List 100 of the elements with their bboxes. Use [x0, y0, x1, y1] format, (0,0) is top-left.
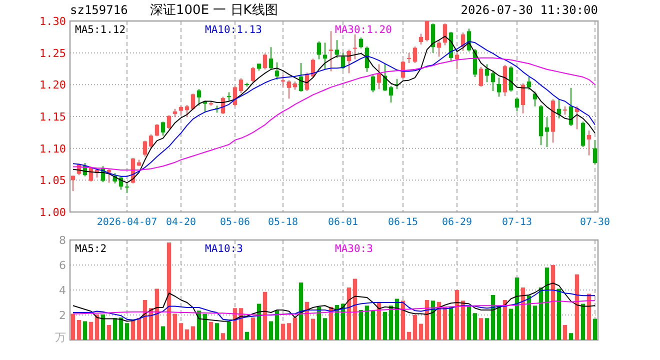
candlestick — [358, 37, 364, 49]
bar — [166, 242, 172, 340]
bar — [274, 310, 280, 340]
candlestick — [430, 23, 436, 54]
bar — [292, 318, 298, 340]
bar — [70, 314, 76, 340]
bar — [550, 265, 556, 340]
candlestick — [268, 46, 274, 70]
candlestick — [418, 33, 424, 46]
bar — [286, 323, 292, 340]
bar — [526, 296, 532, 340]
y-tick-label: 1.10 — [40, 142, 66, 156]
y-tick-label: 1.25 — [40, 46, 66, 60]
bar — [478, 318, 484, 340]
bar — [448, 306, 454, 340]
text: MA5:2 — [75, 243, 107, 255]
bar — [268, 321, 274, 340]
bar — [88, 322, 94, 340]
bar — [364, 306, 370, 340]
bar — [406, 332, 412, 340]
y-tick-label: 2 — [59, 309, 66, 322]
candlestick — [508, 66, 514, 92]
bar — [160, 326, 166, 340]
candlestick — [322, 42, 328, 70]
bar — [508, 308, 514, 340]
candlestick — [592, 140, 598, 165]
candlestick — [286, 80, 292, 100]
bar — [172, 314, 178, 340]
candlestick — [250, 66, 256, 83]
bar — [358, 310, 364, 340]
bar — [562, 325, 568, 340]
bar — [82, 321, 88, 340]
candlestick — [70, 175, 76, 192]
candlestick — [526, 76, 532, 90]
bar — [310, 318, 316, 340]
candlestick — [316, 40, 322, 60]
bar — [250, 318, 256, 340]
bar — [442, 306, 448, 340]
bar — [130, 320, 136, 340]
candlestick — [328, 30, 334, 72]
bar — [208, 322, 214, 340]
candlestick — [154, 124, 160, 137]
bar — [484, 318, 490, 340]
y-tick-label: 1.15 — [40, 110, 66, 124]
candlestick — [586, 130, 592, 156]
bar — [262, 292, 268, 340]
candlestick — [196, 88, 202, 106]
candlestick — [412, 46, 418, 64]
bar — [298, 282, 304, 340]
text: MA10:3 — [205, 243, 243, 255]
candlestick — [370, 74, 376, 93]
candlestick — [580, 121, 586, 148]
bar — [556, 288, 562, 340]
y-tick-label: 1.05 — [40, 174, 66, 188]
bar — [244, 332, 250, 340]
candlestick — [148, 134, 154, 149]
bar — [418, 324, 424, 340]
bar — [532, 306, 538, 340]
candlestick — [160, 121, 166, 136]
bar — [112, 318, 118, 340]
bar — [214, 323, 220, 340]
bar — [388, 306, 394, 340]
bar — [220, 333, 226, 340]
bar — [472, 313, 478, 340]
text: MA30:3 — [335, 243, 373, 255]
candlestick — [376, 64, 382, 90]
candlestick — [238, 78, 244, 94]
text: 2026-07-30 11:30:00 — [460, 3, 598, 17]
candlestick — [490, 70, 496, 92]
candlestick — [478, 66, 484, 88]
y-tick-label: 6 — [59, 259, 66, 272]
candlestick — [124, 182, 130, 194]
bar — [280, 324, 286, 340]
bar — [94, 314, 100, 340]
candlestick — [514, 96, 520, 112]
bar — [322, 318, 328, 340]
bar — [226, 322, 232, 340]
text: MA30:1.20 — [335, 24, 392, 36]
candlestick — [520, 82, 526, 114]
bar — [574, 274, 580, 340]
y-axis-title: 万 — [55, 331, 66, 344]
bar — [592, 318, 598, 340]
candlestick — [454, 52, 460, 70]
y-tick-label: 1.30 — [40, 15, 66, 28]
bar — [370, 310, 376, 340]
candlestick — [484, 64, 490, 83]
candlestick — [190, 93, 196, 111]
text: MA10:1.13 — [205, 24, 262, 36]
bar — [514, 278, 520, 340]
candlestick — [274, 62, 280, 80]
chart-title: 深证100E 一 日K线图 — [150, 3, 278, 18]
bar — [496, 306, 502, 340]
bar — [466, 306, 472, 340]
bar — [382, 312, 388, 340]
y-tick-label: 1.20 — [40, 78, 66, 92]
candlestick — [496, 77, 502, 98]
candlestick — [424, 20, 430, 42]
candlestick — [352, 34, 358, 60]
candlestick — [388, 85, 394, 103]
bar — [76, 320, 82, 340]
